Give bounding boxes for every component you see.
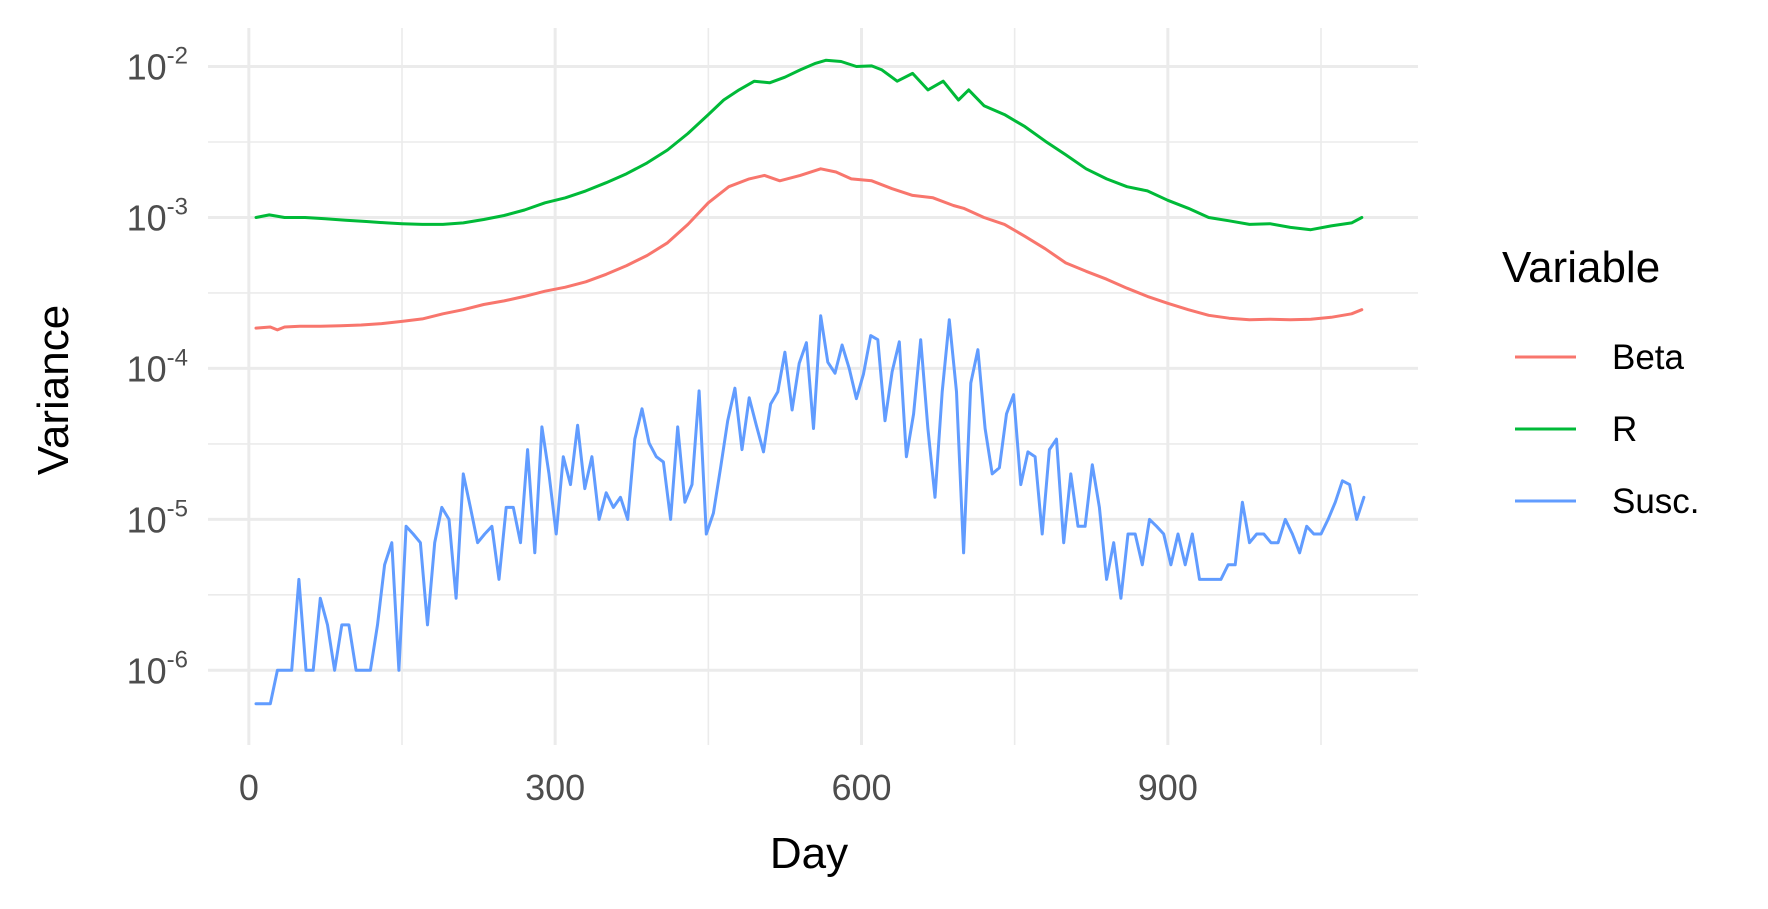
x-tick-label: 300 [525,767,585,808]
plot-panel [208,28,1418,745]
major-gridlines [208,28,1418,745]
minor-gridlines [208,28,1418,745]
y-tick-label: 10-5 [127,495,188,540]
y-tick-label: 10-4 [127,344,188,389]
legend-label: Susc. [1612,482,1700,521]
y-axis-tick-labels: 10-6 10-5 10-4 10-3 10-2 [127,43,188,692]
legend-title: Variable [1502,243,1660,292]
x-axis-title: Day [770,829,848,878]
y-axis-title: Variance [29,305,78,475]
x-tick-label: 600 [831,767,891,808]
legend-items: Beta R Susc. [1515,338,1700,521]
y-tick-label: 10-2 [127,43,188,88]
series-lines [254,58,1366,706]
x-tick-label: 900 [1138,767,1198,808]
x-tick-label: 0 [239,767,259,808]
y-tick-label: 10-3 [127,193,188,238]
legend-label: R [1612,410,1637,449]
series-line-r [254,58,1364,232]
x-axis-tick-labels: 0 300 600 900 [239,767,1198,808]
legend-label: Beta [1612,338,1685,377]
series-line-susc [254,314,1366,706]
y-tick-label: 10-6 [127,646,188,691]
series-line-beta [254,167,1364,332]
legend: Variable Beta R Susc. [1502,243,1700,521]
